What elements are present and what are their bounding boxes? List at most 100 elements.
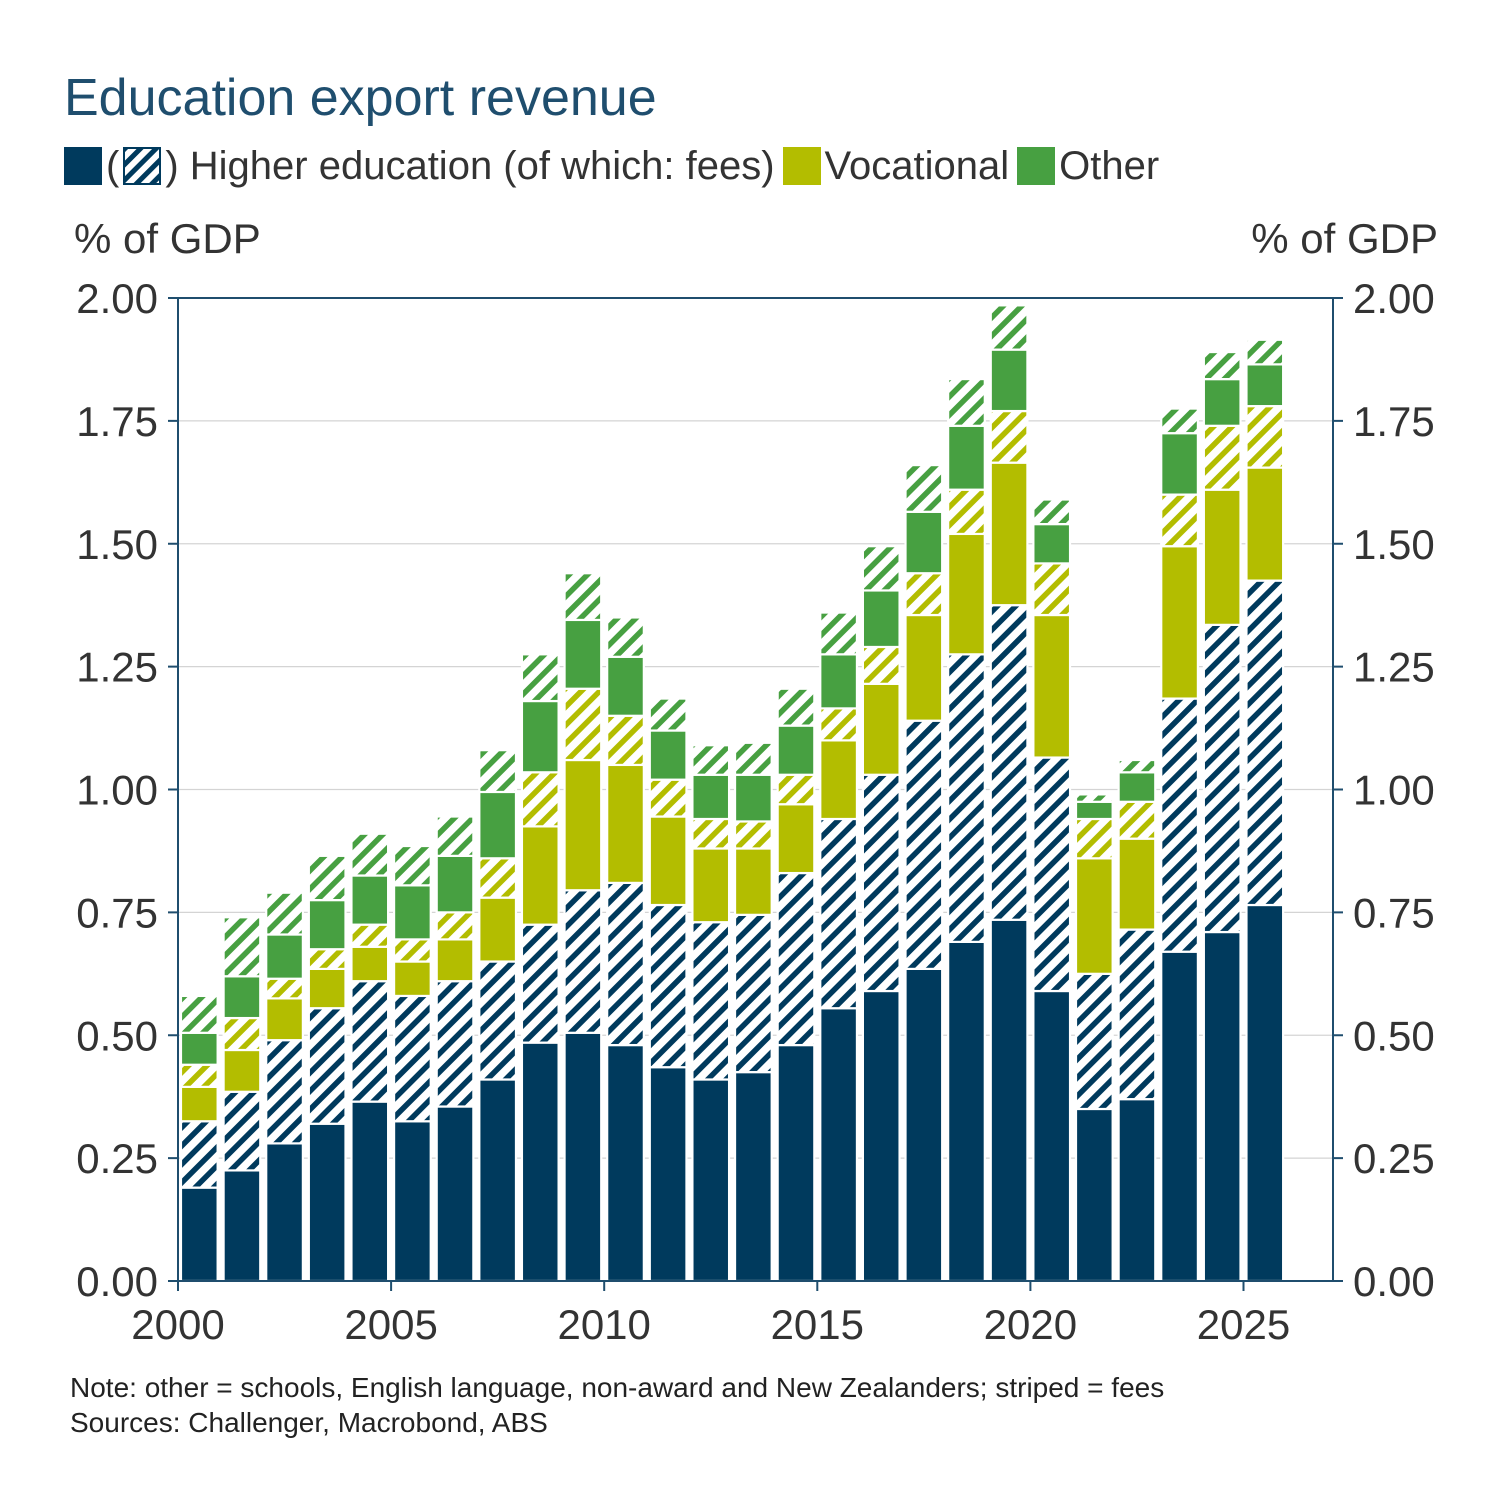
bar-higher-education-20 bbox=[1032, 989, 1072, 1283]
bar-vocational-fees-22 bbox=[1117, 800, 1157, 840]
bar-other-fees-25 bbox=[1245, 338, 1285, 366]
bar-other-fees-4 bbox=[350, 832, 390, 877]
bar-other-fees-7 bbox=[478, 749, 518, 794]
bar-higher-education-fees-18 bbox=[947, 653, 986, 943]
y-tick-label-left-1.00: 1.00 bbox=[76, 767, 158, 814]
bar-other-fees-17 bbox=[904, 464, 944, 513]
bar-vocational-fees-21 bbox=[1074, 817, 1114, 860]
bar-higher-education-fees-25 bbox=[1245, 579, 1285, 907]
bar-vocational-1 bbox=[222, 1048, 262, 1093]
bar-other-14 bbox=[776, 724, 816, 776]
bar-higher-education-fees-2 bbox=[265, 1039, 304, 1145]
bar-higher-education-0 bbox=[179, 1186, 219, 1283]
bar-stack-21 bbox=[1074, 793, 1114, 1283]
bar-other-fees-8 bbox=[520, 653, 560, 703]
bar-other-fees-6 bbox=[435, 815, 475, 857]
bar-vocational-22 bbox=[1117, 837, 1157, 931]
bar-stack-0 bbox=[179, 994, 219, 1283]
bar-higher-education-fees-13 bbox=[733, 913, 773, 1074]
bar-vocational-fees-0 bbox=[179, 1063, 219, 1088]
bar-other-fees-5 bbox=[392, 844, 432, 887]
bar-higher-education-17 bbox=[904, 967, 944, 1283]
bar-vocational-fees-8 bbox=[520, 771, 560, 828]
bar-vocational-10 bbox=[606, 763, 645, 884]
bar-higher-education-fees-24 bbox=[1202, 623, 1242, 934]
bar-vocational-fees-13 bbox=[733, 820, 773, 850]
bar-vocational-7 bbox=[478, 896, 518, 963]
bar-stack-1 bbox=[222, 916, 262, 1283]
bar-vocational-6 bbox=[435, 938, 475, 983]
bar-higher-education-6 bbox=[435, 1105, 475, 1283]
bar-other-19 bbox=[989, 348, 1029, 413]
chart-notes: Note: other = schools, English language,… bbox=[70, 1370, 1164, 1440]
bar-higher-education-25 bbox=[1245, 903, 1285, 1283]
y-tick-label-right-1.75: 1.75 bbox=[1353, 398, 1435, 445]
bar-vocational-19 bbox=[989, 461, 1029, 607]
bar-stack-2 bbox=[265, 891, 304, 1283]
y-tick-label-left-0.75: 0.75 bbox=[76, 889, 158, 936]
bar-vocational-fees-24 bbox=[1202, 424, 1242, 491]
bar-other-fees-23 bbox=[1160, 407, 1199, 435]
bar-vocational-13 bbox=[733, 847, 773, 916]
bar-other-fees-3 bbox=[307, 854, 347, 902]
bar-higher-education-fees-15 bbox=[819, 817, 859, 1010]
bar-other-fees-13 bbox=[733, 741, 773, 776]
bar-vocational-3 bbox=[307, 967, 347, 1010]
bar-higher-education-3 bbox=[307, 1122, 347, 1283]
bars bbox=[179, 304, 1285, 1283]
bar-vocational-fees-16 bbox=[861, 645, 901, 685]
bar-other-9 bbox=[563, 618, 603, 690]
y-tick-label-left-1.75: 1.75 bbox=[76, 398, 158, 445]
x-tick-label-2010: 2010 bbox=[557, 1301, 650, 1348]
y-tick-label-right-1.50: 1.50 bbox=[1353, 521, 1435, 568]
legend-label-other: Other bbox=[1059, 143, 1160, 188]
bar-higher-education-16 bbox=[861, 989, 901, 1283]
bar-higher-education-fees-1 bbox=[222, 1090, 262, 1172]
bar-other-fees-16 bbox=[861, 545, 901, 592]
bar-higher-education-fees-14 bbox=[776, 871, 816, 1047]
bar-vocational-8 bbox=[520, 825, 560, 926]
y-tick-label-right-2.00: 2.00 bbox=[1353, 275, 1435, 322]
bar-other-fees-21 bbox=[1074, 793, 1114, 803]
bar-other-0 bbox=[179, 1031, 219, 1066]
bar-stack-18 bbox=[947, 377, 986, 1283]
bar-vocational-17 bbox=[904, 613, 944, 722]
bar-higher-education-9 bbox=[563, 1031, 603, 1283]
bar-higher-education-fees-11 bbox=[648, 903, 688, 1069]
legend-swatch-other bbox=[1017, 147, 1056, 185]
bar-other-7 bbox=[478, 790, 518, 860]
bar-stack-23 bbox=[1160, 407, 1199, 1283]
legend: ( ) Higher education (of which: fees) Vo… bbox=[64, 141, 1163, 191]
bar-other-12 bbox=[691, 773, 731, 821]
bar-vocational-fees-23 bbox=[1160, 493, 1199, 548]
bar-vocational-0 bbox=[179, 1085, 219, 1123]
bar-vocational-4 bbox=[350, 945, 390, 983]
bar-other-21 bbox=[1074, 800, 1114, 821]
bar-higher-education-fees-6 bbox=[435, 980, 475, 1108]
bar-vocational-18 bbox=[947, 532, 986, 656]
x-tick-label-2000: 2000 bbox=[131, 1301, 224, 1348]
bar-stack-11 bbox=[648, 697, 688, 1283]
bar-higher-education-fees-10 bbox=[606, 881, 645, 1047]
bar-stack-5 bbox=[392, 844, 432, 1283]
bar-higher-education-fees-19 bbox=[989, 604, 1029, 921]
y-tick-label-right-0.50: 0.50 bbox=[1353, 1012, 1435, 1059]
bar-vocational-2 bbox=[265, 997, 304, 1042]
bar-higher-education-7 bbox=[478, 1078, 518, 1283]
bar-other-1 bbox=[222, 975, 262, 1020]
bar-other-17 bbox=[904, 510, 944, 575]
y-tick-label-left-0.25: 0.25 bbox=[76, 1135, 158, 1182]
bar-other-18 bbox=[947, 424, 986, 491]
legend-swatch-higher-solid bbox=[64, 147, 102, 185]
bar-other-fees-0 bbox=[179, 994, 219, 1034]
bar-vocational-21 bbox=[1074, 857, 1114, 975]
bar-higher-education-4 bbox=[350, 1100, 390, 1283]
bar-vocational-11 bbox=[648, 815, 688, 907]
bar-higher-education-22 bbox=[1117, 1098, 1157, 1283]
bar-vocational-12 bbox=[691, 847, 731, 924]
bar-stack-19 bbox=[989, 304, 1029, 1283]
bar-other-fees-2 bbox=[265, 891, 304, 936]
bar-other-5 bbox=[392, 884, 432, 941]
bar-higher-education-5 bbox=[392, 1120, 432, 1283]
